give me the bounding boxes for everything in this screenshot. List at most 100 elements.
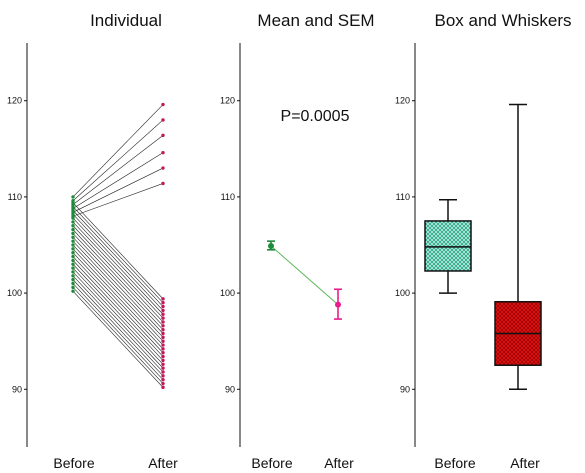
panel-box-whiskers-category-before: Before [434,455,475,471]
after-point-26 [161,374,165,378]
after-point-5 [161,181,165,186]
before-point-22 [71,262,75,266]
pair-line-28 [72,287,164,384]
panel-individual: Individual 90 100 110 120 Before After [7,11,178,471]
before-point-20 [71,254,75,259]
before-point-27 [71,281,75,286]
pair-line-16 [72,240,164,338]
after-point-1 [161,118,165,122]
pair-line-3 [72,152,164,209]
before-point-16 [71,239,75,243]
pair-line-1 [72,119,164,201]
after-point-13 [161,324,165,328]
panel-mean-sem: Mean and SEM 90 100 110 120 P=0.0005 Before… [220,11,375,471]
panel-mean-sem-category-before: Before [251,455,292,471]
panel-mean-sem-tick-label-1: 100 [220,288,235,298]
after-point-17 [161,339,165,343]
pair-line-15 [72,237,164,334]
panel-individual-y-axis: 90 100 110 120 [7,43,28,447]
after-point-29 [161,385,165,390]
before-point-24 [71,270,75,274]
mean-connector-line [270,245,339,306]
after-point-6 [161,297,165,301]
pair-line-5 [72,183,164,217]
panel-mean-sem-category-after: After [324,455,354,471]
before-point-0 [71,195,75,199]
panel-box-whiskers-category-after: After [510,455,540,471]
before-point-6 [71,200,75,205]
panel-box-whiskers-tick-label-1: 100 [395,288,410,298]
pair-line-23 [72,267,164,365]
pair-line-7 [72,206,164,303]
pair-line-12 [72,225,164,323]
panel-mean-sem-title: Mean and SEM [257,11,374,30]
panel-mean-sem-marks [267,240,342,320]
after-point-9 [161,308,165,313]
after-point-16 [161,335,165,340]
pair-line-24 [72,271,164,369]
after-point-10 [161,312,165,316]
before-point-21 [71,258,75,263]
pair-line-20 [72,256,164,353]
panel-box-whiskers-tick-label-0: 90 [400,384,410,394]
panel-box-whiskers-marks [424,103,542,391]
after-point-0 [161,102,165,107]
pair-line-2 [72,135,164,205]
before-point-19 [71,250,75,255]
before-point-14 [71,231,75,236]
after-point-24 [161,366,165,370]
panel-box-whiskers-y-axis: 90 100 110 120 [395,43,416,447]
before-point-23 [71,266,75,270]
after-point-11 [161,316,165,320]
pair-line-22 [72,264,164,361]
pair-line-18 [72,248,164,346]
box-0 [424,220,472,272]
panel-individual-category-before: Before [53,455,94,471]
pair-line-11 [72,221,164,319]
panel-individual-tick-label-2: 110 [8,192,22,202]
before-point-9 [71,212,75,216]
after-point-15 [161,331,165,336]
after-point-21 [161,354,165,359]
panel-box-whiskers-title: Box and Whiskers [435,11,572,30]
pair-line-9 [72,214,164,311]
after-point-7 [161,301,165,305]
before-point-12 [71,224,75,228]
after-point-25 [161,370,165,374]
mean-point-0 [268,242,274,249]
panel-mean-sem-y-axis: 90 100 110 120 [220,43,241,447]
before-point-29 [71,289,75,293]
before-point-8 [71,208,75,213]
before-point-7 [71,204,75,209]
before-point-28 [71,285,75,290]
after-point-23 [161,362,165,366]
after-point-19 [161,347,165,351]
pair-line-21 [72,260,164,357]
after-point-20 [161,351,165,355]
pair-line-14 [72,233,164,330]
pair-line-13 [72,229,164,327]
pair-line-10 [72,217,164,315]
before-point-18 [71,247,75,251]
pair-line-25 [72,275,164,373]
after-point-28 [161,381,165,386]
pair-line-27 [72,283,164,380]
mean-point-1 [335,301,341,308]
pair-line-29 [72,290,164,388]
panel-individual-category-after: After [148,455,178,471]
pair-line-19 [72,252,164,350]
panel-individual-tick-label-3: 120 [7,96,22,106]
panel-individual-marks [71,102,165,390]
panel-mean-sem-tick-label-2: 110 [221,192,235,202]
after-point-27 [161,377,165,382]
panel-individual-title: Individual [90,11,162,30]
pair-line-0 [72,104,164,198]
before-point-25 [71,274,75,278]
after-point-4 [161,166,165,170]
after-point-18 [161,343,165,347]
p-value-annotation: P=0.0005 [281,108,350,125]
pair-line-26 [72,279,164,377]
before-point-15 [71,235,75,240]
panel-mean-sem-tick-label-0: 90 [225,384,235,394]
